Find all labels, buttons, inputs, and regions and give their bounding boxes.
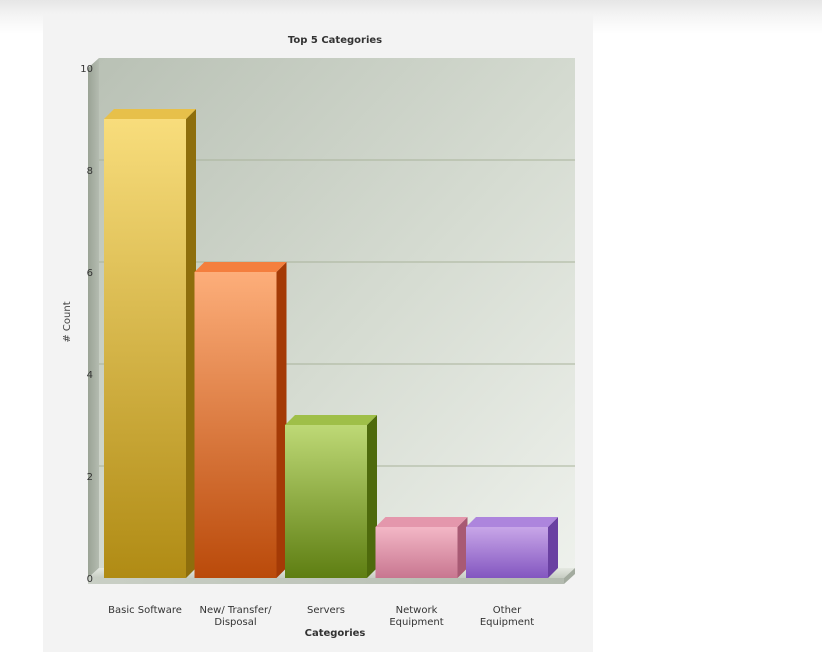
chart-title: Top 5 Categories [288,35,382,46]
y-axis-ticks: 0 2 4 6 8 10 [80,64,93,585]
bar [375,517,468,578]
y-tick-label: 2 [87,472,93,483]
bar-side [186,109,196,578]
x-tick-label: Servers [307,605,345,616]
x-tick-label: Equipment [480,617,534,628]
y-tick-label: 4 [87,370,93,381]
x-tick-label: Equipment [389,617,443,628]
x-axis-labels: Basic Software New/ Transfer/Disposal Serv… [108,605,534,628]
bar-chart: Top 5 Categories 0 2 4 6 8 10 Basic Software N… [62,35,575,639]
plot-floor-side [564,568,575,584]
bar-side [276,262,287,578]
bar [104,109,196,578]
bar-side [457,517,468,578]
bar-front [375,527,458,578]
chart-panel: Top 5 Categories 0 2 4 6 8 10 Basic Software N… [43,14,593,652]
bar [466,517,558,578]
plot-left-wall [88,58,99,578]
x-axis-title: Categories [305,628,366,639]
y-tick-label: 0 [87,574,93,585]
bar-top [285,415,377,425]
bar-front [466,527,548,578]
x-tick-label: Other [493,605,522,616]
x-tick-label: Basic Software [108,605,182,616]
x-tick-label: Disposal [214,617,256,628]
bar-side [367,415,377,578]
bar-top [194,262,287,272]
bar-front [194,272,277,578]
x-tick-label: Network [396,605,438,616]
y-tick-label: 10 [80,64,93,75]
bar-front [104,119,186,578]
y-tick-label: 8 [87,166,93,177]
bar [285,415,377,578]
plot-floor-front [88,578,564,584]
bar-top [375,517,468,527]
bar [194,262,287,578]
x-tick-label: New/ Transfer/ [200,605,273,616]
bar-top [466,517,558,527]
bar-side [548,517,558,578]
y-axis-title: # Count [62,301,73,342]
bar-front [285,425,367,578]
y-tick-label: 6 [87,268,93,279]
bar-top [104,109,196,119]
bars [104,109,558,578]
